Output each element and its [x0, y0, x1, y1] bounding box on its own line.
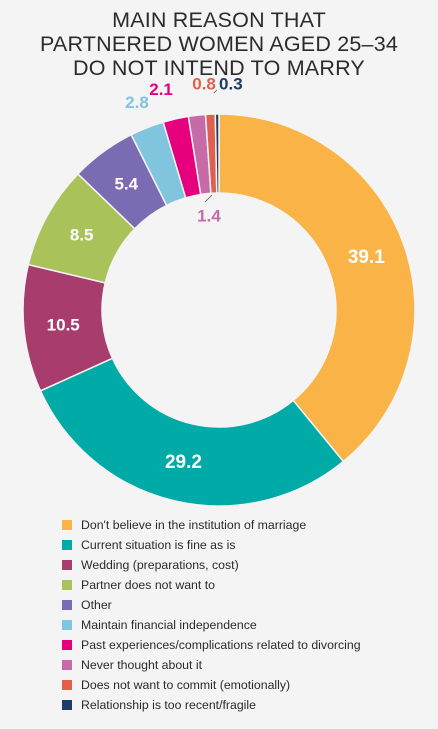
leader-line [213, 89, 218, 94]
title-line: PARTNERED WOMEN AGED 25–34 [39, 32, 399, 56]
legend-item: Does not want to commit (emotionally) [62, 675, 361, 695]
legend-label: Other [81, 598, 112, 612]
legend-item: Past experiences/complications related t… [62, 635, 361, 655]
data-label-does-not-want-to-commit-emotionally: 0.8 [192, 75, 216, 94]
legend-label: Don't believe in the institution of marr… [81, 518, 307, 532]
legend-item: Relationship is too recent/fragile [62, 695, 361, 715]
legend-swatch [62, 620, 72, 630]
data-label-never-thought-about-it: 1.4 [197, 207, 221, 226]
legend-item: Other [62, 595, 361, 615]
legend-item: Partner does not want to [62, 575, 361, 595]
legend-item: Current situation is fine as is [62, 535, 361, 555]
legend-item: Never thought about it [62, 655, 361, 675]
chart-title: MAIN REASON THAT PARTNERED WOMEN AGED 25… [0, 8, 438, 80]
legend-swatch [62, 640, 72, 650]
legend-item: Don't believe in the institution of marr… [62, 515, 361, 535]
data-label-don-t-believe-in-the-institution-of-marriage: 39.1 [348, 247, 385, 268]
legend-swatch [62, 580, 72, 590]
slice-relationship-is-too-recent-fragile [214, 113, 220, 194]
legend: Don't believe in the institution of marr… [62, 515, 361, 715]
legend-label: Maintain financial independence [81, 618, 257, 632]
title-line: MAIN REASON THAT [112, 8, 326, 32]
data-label-wedding-preparations-cost: 10.5 [47, 315, 80, 334]
slice-current-situation-is-fine-as-is [39, 357, 345, 507]
legend-swatch [62, 700, 72, 710]
data-label-maintain-financial-independence: 2.8 [125, 93, 149, 112]
slice-don-t-believe-in-the-institution-of-marriage [218, 113, 416, 463]
legend-swatch [62, 540, 72, 550]
data-label-relationship-is-too-recent-fragile: 0.3 [219, 75, 243, 94]
data-label-past-experiences-complications-related-to-divorcing: 2.1 [149, 80, 173, 99]
legend-label: Relationship is too recent/fragile [81, 698, 256, 712]
legend-item: Wedding (preparations, cost) [62, 555, 361, 575]
legend-label: Past experiences/complications related t… [81, 638, 361, 652]
legend-swatch [62, 520, 72, 530]
legend-label: Never thought about it [81, 658, 202, 672]
data-label-other: 5.4 [114, 174, 138, 193]
legend-label: Partner does not want to [81, 578, 215, 592]
legend-label: Current situation is fine as is [81, 538, 236, 552]
legend-item: Maintain financial independence [62, 615, 361, 635]
legend-swatch [62, 680, 72, 690]
legend-swatch [62, 660, 72, 670]
data-label-current-situation-is-fine-as-is: 29.2 [165, 452, 202, 473]
legend-swatch [62, 600, 72, 610]
legend-label: Wedding (preparations, cost) [81, 558, 239, 572]
data-label-partner-does-not-want-to: 8.5 [70, 225, 94, 244]
leader-line [204, 194, 213, 203]
title-line: DO NOT INTEND TO MARRY [73, 56, 365, 80]
legend-label: Does not want to commit (emotionally) [81, 678, 291, 692]
legend-swatch [62, 560, 72, 570]
